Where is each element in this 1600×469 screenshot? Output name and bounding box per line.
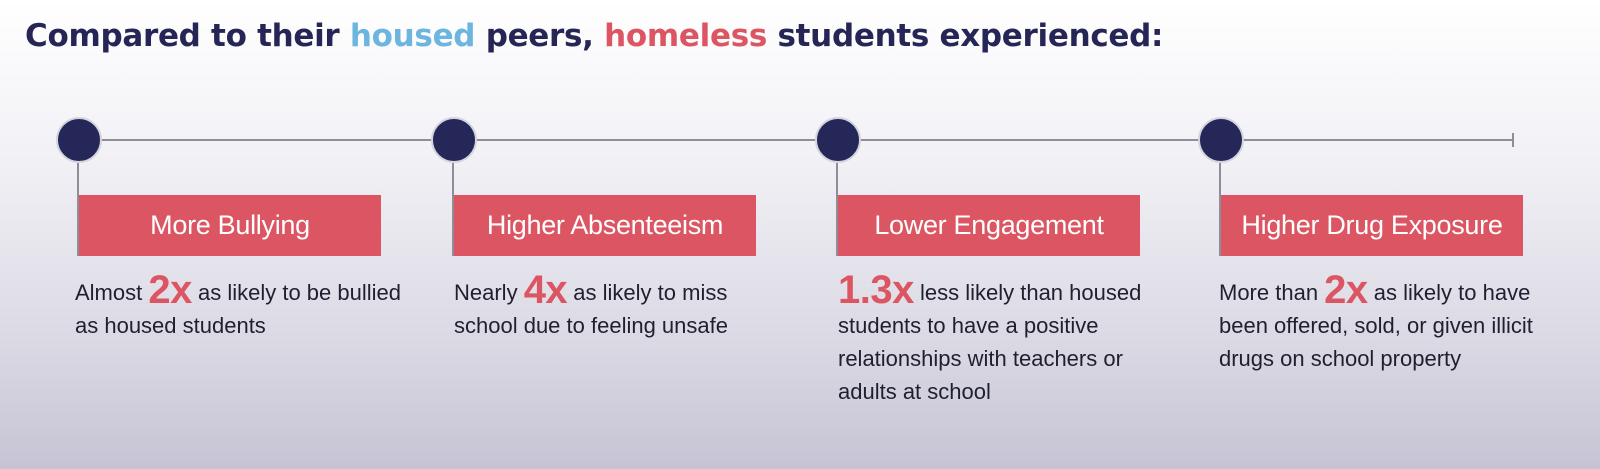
headline: Compared to their housed peers, homeless… (25, 18, 1163, 54)
desc-drug-exposure-pre: More than (1219, 280, 1325, 305)
banner-engagement: Lower Engagement (838, 195, 1140, 256)
headline-mid: peers, (475, 18, 605, 54)
headline-homeless: homeless (604, 18, 768, 54)
desc-absenteeism-post: as likely to miss school due to feeling … (454, 280, 728, 338)
banner-bullying: More Bullying (79, 195, 381, 256)
timeline-node-bullying (56, 117, 102, 163)
timeline-stem-engagement (836, 163, 838, 256)
desc-drug-exposure-post: as likely to have been offered, sold, or… (1219, 280, 1533, 371)
timeline-line (78, 139, 1514, 141)
headline-post: students experienced: (767, 18, 1164, 54)
headline-housed: housed (349, 18, 476, 54)
timeline-node-absenteeism (431, 117, 477, 163)
timeline-stem-bullying (77, 163, 79, 256)
banner-drug-exposure: Higher Drug Exposure (1221, 195, 1523, 256)
desc-bullying-pre: Almost (75, 280, 149, 305)
desc-absenteeism-pre: Nearly (454, 280, 524, 305)
headline-pre: Compared to their (25, 18, 350, 54)
timeline-node-engagement (815, 117, 861, 163)
desc-bullying: Almost 2x as likely to be bullied as hou… (75, 270, 405, 342)
desc-drug-exposure: More than 2x as likely to have been offe… (1219, 270, 1549, 375)
banner-absenteeism: Higher Absenteeism (454, 195, 756, 256)
desc-engagement: 1.3x less likely than housed students to… (838, 270, 1168, 408)
stat-engagement: 1.3x (838, 268, 914, 312)
desc-engagement-post: less likely than housed students to have… (838, 280, 1142, 404)
stat-absenteeism: 4x (523, 268, 568, 312)
stat-bullying: 2x (148, 268, 192, 312)
timeline-stem-absenteeism (452, 163, 454, 256)
stat-drug-exposure: 2x (1324, 268, 1368, 312)
desc-absenteeism: Nearly 4x as likely to miss school due t… (454, 270, 784, 342)
timeline-stem-drug-exposure (1219, 163, 1221, 256)
timeline-end-tick (1512, 133, 1514, 147)
desc-bullying-post: as likely to be bullied as housed studen… (75, 280, 401, 338)
timeline-node-drug-exposure (1198, 117, 1244, 163)
